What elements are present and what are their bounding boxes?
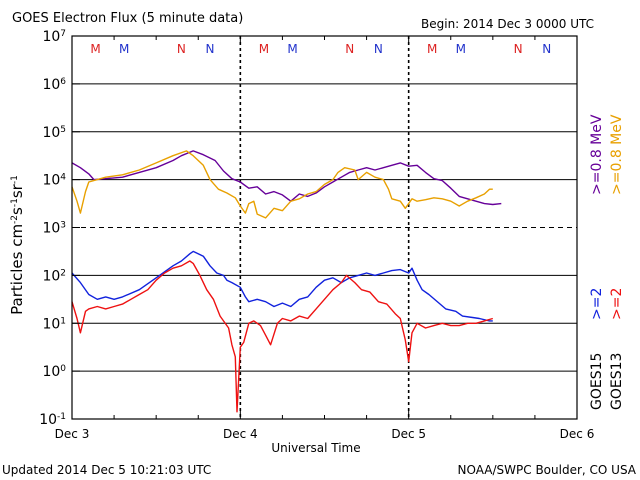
series-line-3 — [71, 260, 493, 413]
mn-marker-1: M — [119, 42, 129, 56]
series-line-0 — [71, 150, 502, 206]
mn-marker-6: N — [345, 42, 354, 56]
plot-series — [71, 150, 502, 413]
y-axis: 10-1 100 101 102 103 104 105 106 107 — [39, 29, 80, 428]
x-axis-title: Universal Time — [271, 441, 360, 455]
mn-marker-9: M — [456, 42, 466, 56]
series-line-1 — [71, 150, 493, 219]
y-tick-label-5: 104 — [42, 173, 66, 189]
series-label-3: >=2 — [609, 288, 625, 320]
series-labels: >=0.8 MeV >=0.8 MeV >=2 >=2 GOES15 GOES13 — [589, 114, 625, 410]
mn-marker-2: N — [177, 42, 186, 56]
y-tick-label-6: 105 — [42, 125, 66, 141]
series-label-1: >=0.8 MeV — [609, 114, 625, 195]
y-tick-label-2: 101 — [42, 316, 66, 332]
mn-marker-7: N — [374, 42, 383, 56]
x-tick-label-0: Dec 3 — [55, 427, 90, 441]
series-label-5: GOES13 — [609, 353, 625, 410]
updated-timestamp: Updated 2014 Dec 5 10:21:03 UTC — [2, 463, 211, 477]
y-tick-label-3: 102 — [42, 268, 66, 284]
plot-grid — [72, 36, 577, 419]
mn-marker-0: M — [90, 42, 100, 56]
y-tick-label-4: 103 — [42, 221, 66, 237]
mn-marker-3: N — [206, 42, 215, 56]
chart-title: GOES Electron Flux (5 minute data) — [12, 11, 243, 26]
mn-marker-11: N — [542, 42, 551, 56]
series-label-0: >=0.8 MeV — [589, 114, 605, 195]
x-tick-label-3: Dec 6 — [560, 427, 595, 441]
y-tick-label-7: 106 — [42, 77, 66, 93]
y-tick-label-8: 107 — [42, 29, 66, 45]
y-axis-title: Particles cm-2s-1sr-1 — [8, 175, 26, 315]
mn-marker-10: N — [514, 42, 523, 56]
begin-label: Begin: 2014 Dec 3 0000 UTC — [421, 17, 594, 31]
mn-marker-5: M — [287, 42, 297, 56]
mn-marker-8: M — [427, 42, 437, 56]
x-axis: Dec 3 Dec 4 Dec 5 Dec 6 — [55, 36, 595, 441]
x-tick-label-2: Dec 5 — [391, 427, 426, 441]
credit-label: NOAA/SWPC Boulder, CO USA — [458, 463, 637, 477]
mn-marker-4: M — [259, 42, 269, 56]
series-label-2: >=2 — [589, 288, 605, 320]
x-tick-label-1: Dec 4 — [223, 427, 258, 441]
series-label-4: GOES15 — [589, 353, 605, 410]
series-line-2 — [71, 250, 493, 322]
y-tick-label-0: 10-1 — [39, 412, 66, 428]
y-tick-label-1: 100 — [42, 364, 66, 380]
